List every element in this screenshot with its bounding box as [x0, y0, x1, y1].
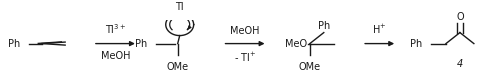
Text: Ph: Ph	[8, 39, 20, 49]
Text: O: O	[456, 12, 464, 22]
Text: Tl: Tl	[176, 2, 184, 12]
Text: Tl$^{3+}$: Tl$^{3+}$	[104, 22, 126, 36]
Text: MeOH: MeOH	[100, 51, 130, 61]
Text: Ph: Ph	[318, 21, 330, 31]
Text: - Tl$^{+}$: - Tl$^{+}$	[234, 51, 256, 64]
Text: Ph: Ph	[410, 39, 422, 49]
Text: MeOH: MeOH	[230, 26, 260, 36]
Text: 4: 4	[457, 59, 463, 69]
Text: OMe: OMe	[166, 62, 189, 72]
Text: OMe: OMe	[299, 62, 321, 72]
Text: Ph: Ph	[136, 39, 147, 49]
Text: MeO: MeO	[285, 39, 308, 49]
Text: H$^{+}$: H$^{+}$	[372, 23, 387, 36]
